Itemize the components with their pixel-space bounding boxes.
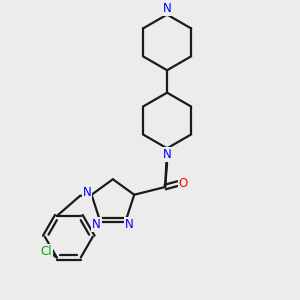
Text: Cl: Cl: [40, 244, 52, 258]
Text: N: N: [125, 218, 134, 231]
Text: N: N: [163, 148, 172, 160]
Text: O: O: [179, 177, 188, 190]
Text: N: N: [92, 218, 101, 231]
Text: N: N: [163, 2, 172, 15]
Text: N: N: [82, 186, 91, 199]
